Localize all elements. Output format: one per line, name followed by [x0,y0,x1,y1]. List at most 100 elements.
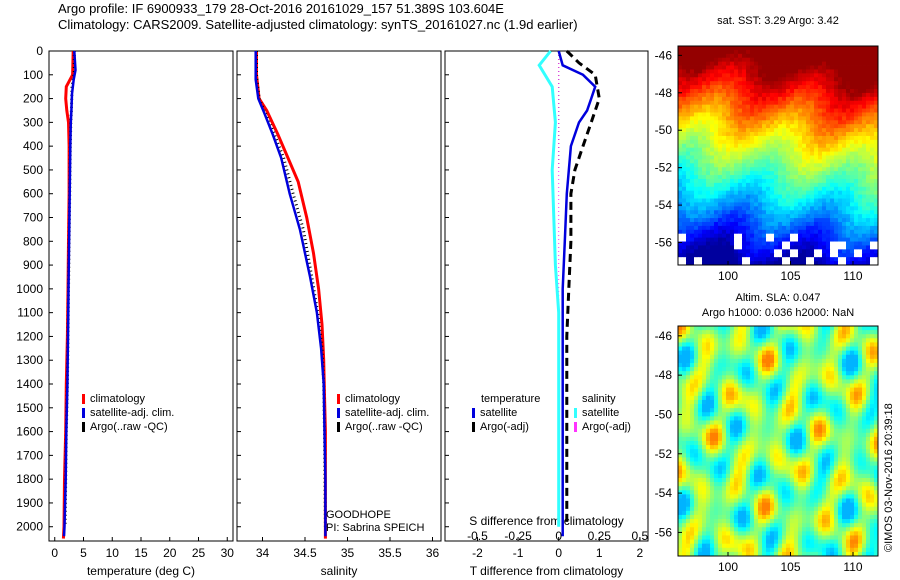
sst-heatmap-cell [846,143,851,149]
sst-heatmap-cell [750,124,755,129]
sst-heatmap-cell [706,73,711,78]
sst-heatmap-cell [762,124,767,129]
sst-heatmap-cell [850,182,855,188]
sst-heatmap-cell [826,135,831,141]
sst-heatmap-cell [858,116,863,121]
sst-heatmap-cell [730,53,735,59]
sla-heatmap-cell [682,449,687,454]
sst-heatmap-cell [830,46,835,51]
sst-heatmap-cell [738,241,743,246]
sla-heatmap-cell [738,387,743,393]
sla-heatmap-cell [682,375,687,380]
sla-heatmap-cell [758,404,763,409]
sst-heatmap-cell [718,171,723,176]
sst-heatmap-cell [770,206,775,211]
sst-heatmap-cell [782,178,787,184]
sst-heatmap-cell [814,210,819,215]
sst-heatmap-cell [778,61,783,66]
sla-heatmap-cell [714,362,719,368]
sla-heatmap-cell [738,453,743,458]
sst-heatmap-cell [870,249,875,254]
sla-heatmap-cell [754,350,759,356]
sst-heatmap-cell [702,221,707,227]
sla-heatmap-cell [734,387,739,393]
sst-heatmap-cell [722,214,727,219]
sla-heatmap-cell [778,445,783,450]
sst-heatmap-cell [706,89,711,94]
sla-heatmap-cell [702,326,707,331]
sst-heatmap-cell [762,85,767,90]
sla-heatmap-cell [730,375,735,380]
sla-heatmap-cell [850,412,855,417]
sst-heatmap-cell [722,124,727,129]
sst-heatmap-cell [806,167,811,172]
sst-heatmap-cell [838,69,843,74]
sst-heatmap-cell [770,233,775,239]
sst-heatmap-cell [702,128,707,133]
sst-heatmap-cell [766,218,771,223]
sst-heatmap-cell [874,261,879,266]
sst-heatmap-cell [834,249,839,254]
sla-heatmap-cell [770,412,775,417]
sla-heatmap-cell [794,424,799,430]
sst-heatmap-cell [802,96,807,102]
sla-heatmap-cell [718,375,723,380]
sst-heatmap-cell [722,61,727,66]
sst-heatmap-cell [746,96,751,102]
sst-heatmap-cell [874,159,879,164]
sst-heatmap-cell [698,249,703,254]
sla-heatmap-cell [738,354,743,360]
sla-heatmap-cell [774,383,779,389]
sla-heatmap-cell [774,477,779,483]
sst-heatmap-cell [754,128,759,133]
sla-heatmap-cell [722,420,727,425]
sla-heatmap-cell [682,465,687,471]
sst-heatmap-cell [750,89,755,94]
sst-heatmap-cell [854,214,859,219]
sst-heatmap-cell [854,186,859,192]
sst-heatmap-cell [810,261,815,266]
sla-heatmap-cell [866,354,871,360]
sla-heatmap-cell [698,387,703,393]
sst-heatmap-cell [690,175,695,180]
sst-heatmap-cell [754,249,759,254]
sst-heatmap-cell [770,65,775,70]
sla-heatmap-cell [858,404,863,409]
sst-heatmap-cell [686,132,691,137]
sst-heatmap-cell [858,89,863,94]
sla-heatmap-cell [774,461,779,467]
sla-heatmap-cell [686,473,691,479]
sst-heatmap-cell [718,49,723,55]
sst-heatmap-cell [682,53,687,59]
sst-heatmap-cell [806,249,811,254]
temperature-difference-axis-label: T difference from climatology [470,564,624,578]
sla-heatmap-cell [750,346,755,352]
sst-heatmap-cell [762,210,767,215]
sst-heatmap-cell [746,190,751,196]
sla-heatmap-cell [698,395,703,401]
sla-heatmap-cell [774,416,779,421]
sst-heatmap-cell [858,261,863,266]
sst-heatmap-cell [870,85,875,90]
sst-heatmap-cell [706,53,711,59]
sst-heatmap-cell [790,61,795,66]
sst-heatmap-cell [866,163,871,168]
sla-heatmap-cell [686,420,691,425]
sla-heatmap-cell [690,465,695,471]
sst-heatmap-cell [762,112,767,117]
sst-heatmap-cell [850,159,855,164]
sst-heatmap-cell [798,194,803,199]
sla-heatmap-cell [834,354,839,360]
sst-heatmap-cell [698,135,703,141]
sla-heatmap-cell [702,338,707,343]
sla-heatmap-cell [718,408,723,413]
sst-heatmap-cell [782,245,787,250]
salinity-tick-label: 35 [341,546,355,560]
sla-heatmap-cell [822,457,827,462]
sst-heatmap-cell [726,128,731,133]
sst-heatmap-cell [682,85,687,90]
sla-heatmap-cell [822,399,827,405]
sla-heatmap-cell [838,477,843,483]
sst-heatmap-cell [854,163,859,168]
sla-heatmap-cell [842,350,847,356]
